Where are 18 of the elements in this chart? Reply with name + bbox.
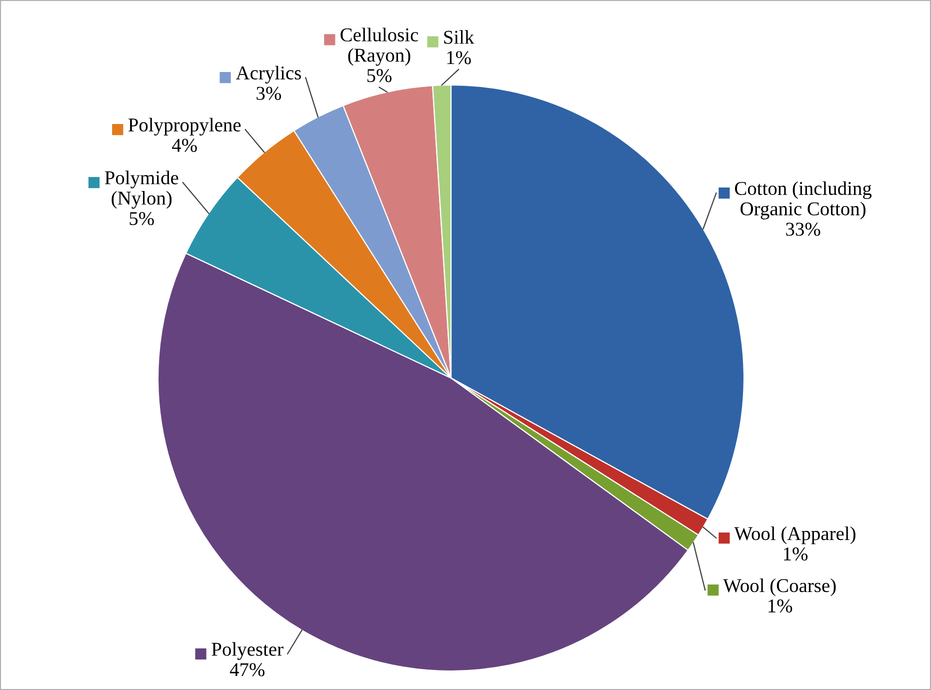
legend-label: Polyester bbox=[212, 642, 284, 660]
legend-label: Acrylics bbox=[236, 66, 301, 84]
legend-label: Polypropylene bbox=[128, 118, 241, 136]
data-label: 1% bbox=[447, 51, 471, 64]
data-label: 1% bbox=[784, 547, 808, 561]
data-label: 5% bbox=[367, 69, 392, 82]
data-label: 47% bbox=[230, 663, 264, 676]
data-label: 4% bbox=[172, 138, 197, 152]
data-label: 3% bbox=[256, 86, 281, 100]
data-label: 1% bbox=[768, 599, 792, 613]
data-label: 5% bbox=[130, 212, 154, 226]
legend-label: Cotton (including Organic Cotton) bbox=[734, 181, 872, 220]
legend-label: Cellulosic (Rayon) bbox=[340, 28, 418, 66]
legend-label: Polymide (Nylon) bbox=[104, 170, 178, 209]
legend-label: Silk bbox=[444, 30, 474, 44]
legend-label: Wool (Apparel) bbox=[734, 526, 856, 544]
legend-label: Wool (Coarse) bbox=[723, 578, 836, 596]
data-label: 33% bbox=[786, 222, 820, 236]
